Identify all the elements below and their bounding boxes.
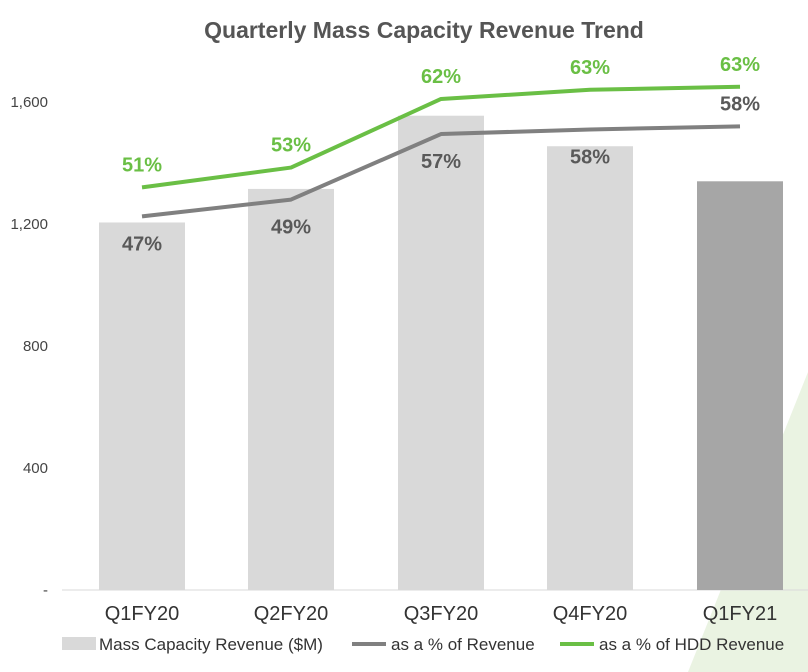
data-label: 63% [720, 54, 760, 76]
bar [547, 146, 633, 590]
category-label: Q3FY20 [404, 603, 478, 625]
category-label: Q4FY20 [553, 603, 627, 625]
legend: Mass Capacity Revenue ($M) as a % of Reve… [62, 635, 784, 654]
bar [99, 222, 185, 590]
bar [248, 188, 334, 591]
legend-swatch-bar [62, 637, 96, 650]
legend-label: Mass Capacity Revenue ($M) [99, 635, 323, 654]
data-label: 58% [720, 93, 760, 115]
x-axis: Q1FY20 Q2FY20 Q3FY20 Q4FY20 Q1FY21 [105, 603, 777, 625]
data-label: 47% [122, 233, 162, 255]
y-tick-label: 1,200 [10, 216, 48, 233]
data-label: 62% [421, 66, 461, 88]
legend-label: as a % of HDD Revenue [599, 635, 784, 654]
data-label: 57% [421, 151, 461, 173]
y-tick-label: 1,600 [10, 94, 48, 111]
y-tick-label: 400 [23, 460, 48, 477]
bar [398, 115, 484, 590]
category-label: Q2FY20 [254, 603, 328, 625]
data-label: 49% [271, 217, 311, 239]
data-label: 58% [570, 146, 610, 168]
category-label: Q1FY21 [703, 603, 777, 625]
chart-title: Quarterly Mass Capacity Revenue Trend [204, 17, 644, 43]
y-axis: - 400 800 1,200 1,600 [10, 94, 48, 599]
bar [697, 181, 783, 591]
data-label: 51% [122, 154, 162, 176]
data-label: 53% [271, 135, 311, 157]
data-label: 63% [570, 57, 610, 79]
series-line [141, 124, 741, 219]
y-tick-label: 800 [23, 338, 48, 355]
line-series-group: 47% 49% 57% 58% 58% 51% 53% 62% 63% 63% [122, 54, 760, 256]
series-line [141, 84, 741, 190]
bar-series [99, 115, 783, 591]
legend-label: as a % of Revenue [391, 635, 535, 654]
y-tick-label: - [43, 582, 48, 599]
category-label: Q1FY20 [105, 603, 179, 625]
